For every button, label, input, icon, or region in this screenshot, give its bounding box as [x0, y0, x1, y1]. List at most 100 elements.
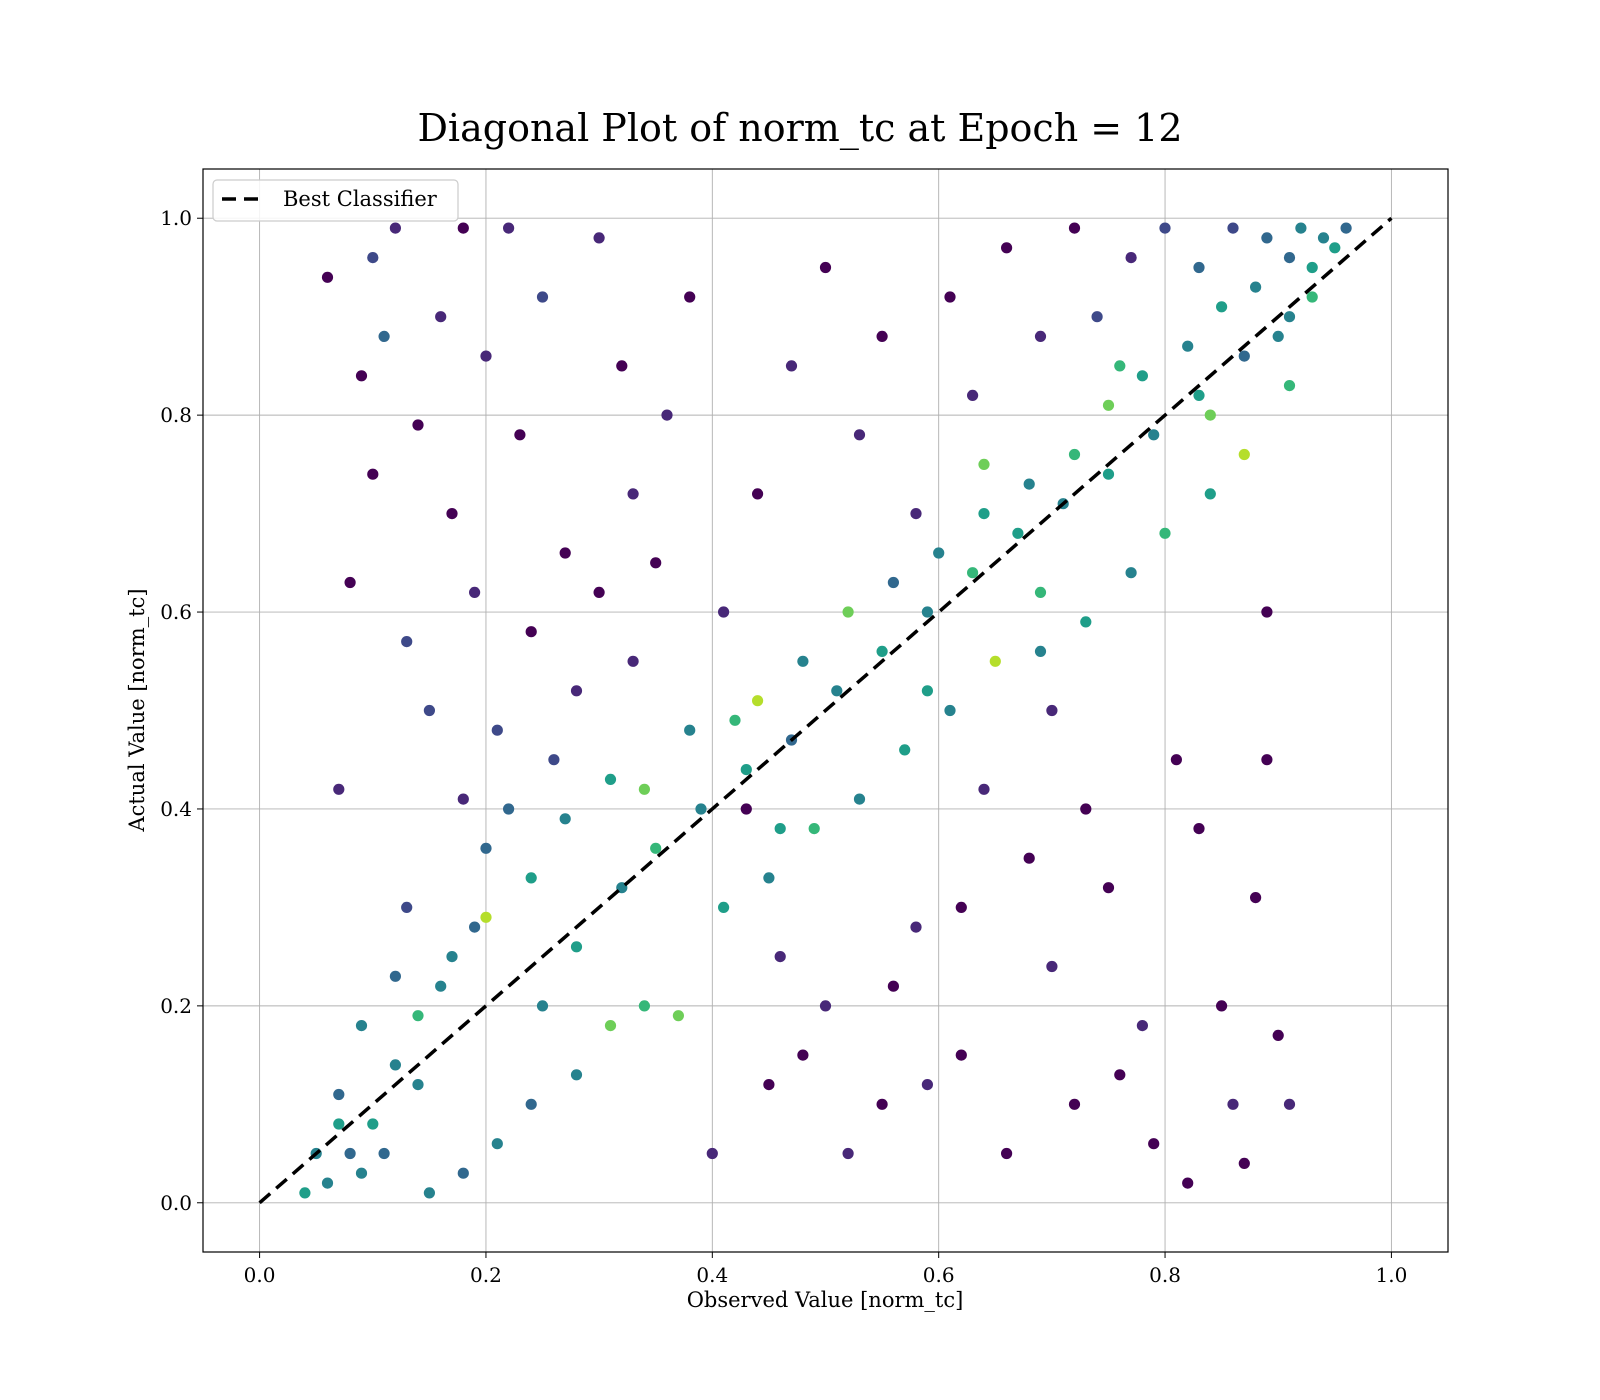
scatter-point — [1250, 892, 1262, 904]
scatter-point — [570, 685, 583, 697]
scatter-point — [910, 507, 922, 520]
scatter-point — [559, 547, 571, 559]
x-axis-label: Observed Value [norm_tc] — [687, 1288, 964, 1312]
grid-lines — [203, 169, 1448, 1252]
scatter-point — [446, 951, 458, 963]
scatter-point — [1306, 261, 1318, 274]
x-tick-label: 0.0 — [244, 1263, 276, 1287]
scatter-point — [1261, 232, 1273, 244]
scatter-point — [1317, 232, 1330, 244]
scatter-point — [514, 429, 526, 441]
scatter-point — [1306, 291, 1318, 303]
scatter-point — [1102, 468, 1115, 480]
scatter-point — [1114, 360, 1126, 372]
scatter-point — [570, 1069, 583, 1081]
scatter-point — [853, 793, 866, 805]
scatter-point — [819, 261, 832, 274]
scatter-point — [1283, 252, 1296, 264]
scatter-point — [333, 783, 345, 795]
scatter-point — [763, 1079, 775, 1091]
scatter-point — [978, 507, 990, 520]
scatter-point — [944, 291, 956, 303]
scatter-point — [774, 951, 786, 963]
scatter-point — [627, 488, 639, 500]
scatter-point — [1080, 803, 1092, 815]
scatter-point — [967, 389, 979, 401]
scatter-point — [819, 1000, 832, 1012]
scatter-point — [1238, 1157, 1250, 1169]
scatter-point — [389, 1059, 401, 1071]
plot-area — [258, 216, 1393, 1205]
y-tick-label: 0.8 — [160, 403, 192, 427]
scatter-point — [355, 370, 368, 382]
scatter-point — [684, 724, 696, 736]
scatter-point — [740, 803, 752, 815]
scatter-point — [299, 1187, 311, 1199]
scatter-point — [1193, 261, 1205, 274]
scatter-point — [321, 1177, 334, 1189]
scatter-point — [1023, 852, 1035, 864]
scatter-point — [457, 793, 469, 805]
scatter-point — [333, 1088, 345, 1101]
scatter-point — [967, 567, 979, 579]
scatter-point — [333, 1118, 345, 1130]
scatter-point — [933, 547, 945, 559]
scatter-point — [423, 704, 435, 717]
scatter-point — [344, 1147, 356, 1160]
scatter-point — [378, 1147, 390, 1160]
scatter-point — [808, 823, 820, 835]
scatter-point — [1216, 301, 1228, 313]
scatter-point — [1034, 645, 1047, 658]
scatter-point — [1159, 527, 1171, 539]
scatter-point — [616, 360, 628, 372]
scatter-point — [763, 872, 775, 884]
scatter-point — [1193, 389, 1205, 401]
scatter-point — [887, 980, 900, 992]
scatter-point — [1261, 606, 1273, 618]
legend-box — [212, 179, 459, 222]
scatter-point — [638, 1000, 651, 1012]
scatter-point — [1136, 1020, 1148, 1032]
scatter-point — [876, 330, 888, 342]
scatter-point — [1023, 478, 1035, 490]
scatter-point — [1046, 960, 1058, 973]
scatter-point — [650, 557, 662, 569]
scatter-point — [910, 921, 922, 933]
scatter-point — [1182, 1177, 1194, 1189]
scatter-point — [1001, 1147, 1013, 1160]
scatter-point — [1102, 399, 1115, 411]
best-classifier-line — [258, 216, 1393, 1205]
scatter-point — [480, 911, 492, 923]
scatter-point — [1114, 1069, 1126, 1081]
scatter-point — [1182, 340, 1194, 352]
scatter-point — [627, 655, 639, 667]
scatter-point — [1159, 222, 1171, 234]
scatter-point — [718, 606, 730, 618]
scatter-point — [1227, 1098, 1239, 1110]
scatter-point — [1238, 448, 1250, 461]
scatter-point — [604, 1020, 617, 1032]
scatter-point — [1283, 1098, 1296, 1110]
scatter-point — [1238, 350, 1250, 362]
x-tick-label: 0.8 — [1149, 1263, 1181, 1287]
scatter-point — [797, 1049, 809, 1061]
scatter-point — [525, 1098, 537, 1110]
scatter-point — [1216, 1000, 1228, 1012]
x-tick-label: 1.0 — [1376, 1263, 1408, 1287]
scatter-point — [978, 783, 990, 795]
y-axis-label: Actual Value [norm_tc] — [125, 588, 149, 832]
scatter-point — [661, 409, 673, 421]
scatter-point — [559, 813, 571, 825]
scatter-point — [1001, 242, 1013, 254]
scatter-point — [1170, 754, 1182, 766]
scatter-point — [1340, 222, 1352, 234]
scatter-point — [1012, 527, 1024, 539]
scatter-point — [367, 252, 379, 264]
scatter-point — [593, 586, 605, 599]
scatter-point — [706, 1147, 718, 1160]
scatter-point — [1148, 1138, 1160, 1150]
scatter-point — [899, 744, 911, 756]
scatter-point — [457, 1167, 469, 1179]
scatter-point — [355, 1167, 368, 1179]
scatter-point — [480, 350, 492, 362]
